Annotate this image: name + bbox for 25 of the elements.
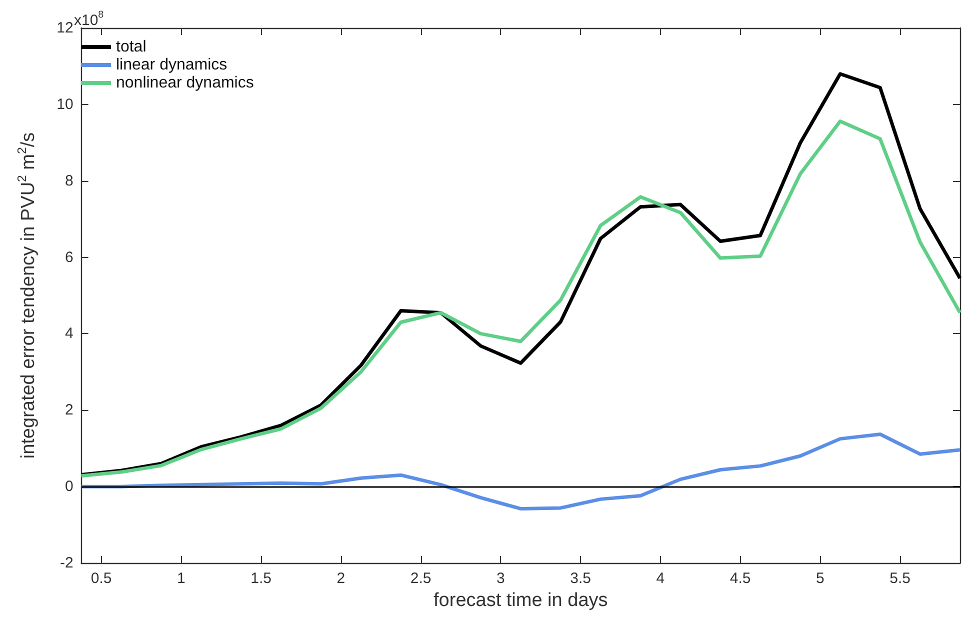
- x-tick-label: 2: [336, 570, 346, 587]
- y-tick-label: 6: [64, 248, 74, 266]
- x-tick-label: 5.5: [890, 570, 911, 587]
- x-tick-label: 0.5: [90, 570, 112, 587]
- x-tick-label: 3: [496, 570, 505, 587]
- x-tick-label: 2.5: [410, 570, 432, 587]
- x-tick-label: 5: [816, 570, 824, 587]
- y-tick-label: 8: [64, 172, 74, 190]
- y-tick-label: 2: [64, 402, 74, 419]
- legend-label: total: [116, 38, 146, 56]
- y-tick-label: 10: [56, 96, 74, 113]
- x-tick-label: 1: [176, 570, 186, 587]
- x-tick-label: 1.5: [250, 570, 272, 587]
- x-tick-label: 4: [656, 570, 665, 587]
- x-tick-label: 4.5: [730, 570, 751, 587]
- y-tick-label: 4: [64, 325, 74, 342]
- x-tick-label: 3.5: [570, 570, 591, 587]
- y-axis-title: integrated error tendency in PVU2 m2/s: [15, 132, 40, 459]
- y-tick-label: -2: [60, 554, 74, 572]
- legend-label: linear dynamics: [116, 56, 228, 74]
- y-tick-label: 12: [56, 20, 74, 36]
- line-series: [80, 432, 962, 510]
- legend-label: nonlinear dynamics: [116, 74, 254, 92]
- x-axis-title: forecast time in days: [434, 590, 608, 611]
- y-tick-label: 0: [64, 478, 74, 496]
